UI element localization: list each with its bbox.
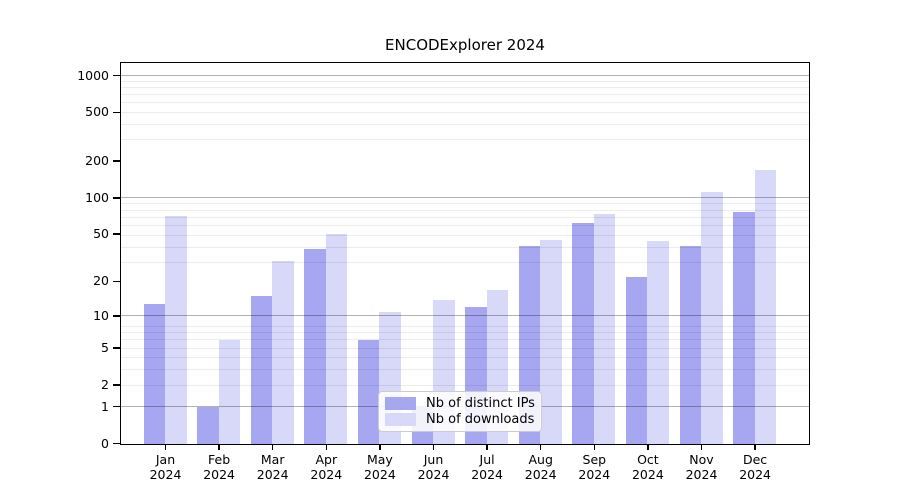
bar-nb-of-distinct-ips-may bbox=[357, 340, 380, 444]
gridline-minor-3 bbox=[121, 369, 809, 371]
legend-swatch-distinct-ips bbox=[385, 396, 416, 410]
x-tick-label-may: May 2024 bbox=[363, 452, 396, 482]
legend-label-distinct-ips: Nb of distinct IPs bbox=[426, 395, 535, 411]
gridline-minor-899 bbox=[121, 80, 809, 82]
y-tick-mark-5 bbox=[113, 347, 120, 349]
y-tick-label-100: 100 bbox=[85, 189, 109, 205]
bar-nb-of-distinct-ips-sep bbox=[572, 223, 594, 444]
y-tick-mark-100 bbox=[113, 197, 120, 199]
bar-nb-of-distinct-ips-apr bbox=[304, 248, 326, 444]
y-tick-mark-50 bbox=[113, 233, 120, 235]
gridline-minor-599 bbox=[121, 102, 809, 104]
bar-nb-of-downloads-oct bbox=[647, 241, 669, 444]
gridline-minor-39 bbox=[121, 246, 809, 248]
bar-nb-of-downloads-nov bbox=[701, 192, 723, 444]
x-tick-label-jun: Jun 2024 bbox=[417, 452, 450, 482]
x-tick-mark-dec bbox=[754, 445, 756, 450]
gridline-minor-499 bbox=[121, 112, 809, 114]
x-tick-mark-may bbox=[379, 445, 381, 450]
y-tick-label-2: 2 bbox=[101, 377, 109, 392]
gridline-minor-59 bbox=[121, 224, 809, 226]
x-tick-mark-jan bbox=[164, 445, 167, 450]
y-tick-mark-2 bbox=[113, 384, 120, 386]
plot-area: Nb of distinct IPs Nb of downloads bbox=[120, 62, 810, 445]
bar-nb-of-downloads-jan bbox=[165, 216, 187, 444]
legend-swatch-downloads bbox=[385, 413, 416, 427]
x-tick-label-jul: Jul 2024 bbox=[471, 452, 503, 482]
y-tick-label-10: 10 bbox=[93, 307, 109, 323]
y-tick-mark-500 bbox=[113, 111, 120, 114]
legend: Nb of distinct IPs Nb of downloads bbox=[378, 391, 542, 432]
bar-nb-of-downloads-apr bbox=[325, 233, 348, 444]
gridline-major-100 bbox=[121, 197, 809, 199]
bar-nb-of-downloads-aug bbox=[540, 240, 562, 444]
x-tick-mark-feb bbox=[218, 445, 220, 450]
gridline-minor-799 bbox=[121, 87, 809, 89]
x-tick-label-sep: Sep 2024 bbox=[578, 452, 611, 482]
x-tick-label-feb: Feb 2024 bbox=[203, 452, 235, 482]
x-tick-mark-nov bbox=[700, 445, 703, 450]
gridline-minor-69 bbox=[121, 216, 809, 218]
legend-label-downloads: Nb of downloads bbox=[426, 412, 535, 428]
x-tick-mark-oct bbox=[647, 445, 649, 450]
y-tick-label-50: 50 bbox=[93, 226, 109, 242]
x-tick-mark-sep bbox=[593, 445, 596, 450]
gridline-minor-7 bbox=[121, 332, 809, 334]
y-tick-label-500: 500 bbox=[85, 104, 109, 120]
gridline-minor-8 bbox=[121, 326, 809, 327]
gridline-major-10 bbox=[121, 315, 809, 317]
legend-item-downloads: Nb of downloads bbox=[385, 412, 535, 427]
gridline-minor-79 bbox=[121, 209, 809, 211]
y-tick-mark-10 bbox=[113, 315, 120, 317]
y-tick-mark-1000 bbox=[113, 74, 120, 77]
grid-layer bbox=[121, 63, 809, 444]
bar-nb-of-downloads-mar bbox=[272, 261, 294, 444]
gridline-minor-29 bbox=[121, 261, 809, 263]
x-tick-label-jan: Jan 2024 bbox=[149, 452, 182, 482]
bar-nb-of-distinct-ips-dec bbox=[733, 212, 755, 444]
bar-nb-of-downloads-sep bbox=[593, 214, 616, 444]
x-tick-mark-aug bbox=[539, 445, 542, 450]
gridline-minor-4 bbox=[121, 357, 809, 359]
y-tick-label-1: 1 bbox=[101, 398, 109, 414]
bar-nb-of-distinct-ips-oct bbox=[625, 277, 648, 444]
x-tick-mark-mar bbox=[271, 445, 274, 450]
gridline-minor-2 bbox=[121, 384, 809, 386]
x-tick-label-oct: Oct 2024 bbox=[631, 452, 664, 482]
x-tick-mark-jul bbox=[486, 445, 488, 450]
gridline-minor-6 bbox=[121, 339, 809, 341]
x-tick-mark-jun bbox=[432, 445, 435, 450]
x-tick-label-apr: Apr 2024 bbox=[310, 452, 343, 482]
gridline-minor-399 bbox=[121, 123, 809, 125]
bar-nb-of-distinct-ips-feb bbox=[197, 407, 219, 444]
bar-nb-of-distinct-ips-mar bbox=[250, 296, 273, 444]
x-tick-label-nov: Nov 2024 bbox=[685, 452, 718, 482]
gridline-minor-89 bbox=[121, 203, 809, 205]
x-tick-mark-apr bbox=[325, 445, 328, 450]
x-tick-label-mar: Mar 2024 bbox=[256, 452, 289, 482]
legend-item-distinct-ips: Nb of distinct IPs bbox=[385, 396, 535, 411]
x-tick-label-aug: Aug 2024 bbox=[524, 452, 557, 482]
y-tick-label-20: 20 bbox=[93, 273, 109, 289]
y-tick-label-1000: 1000 bbox=[77, 67, 109, 83]
y-tick-mark-1 bbox=[113, 405, 120, 408]
gridline-minor-699 bbox=[121, 94, 809, 96]
bar-nb-of-downloads-dec bbox=[754, 170, 777, 444]
bar-nb-of-distinct-ips-jan bbox=[143, 303, 165, 444]
y-tick-label-0: 0 bbox=[101, 435, 109, 451]
gridline-minor-5 bbox=[121, 347, 809, 349]
y-tick-mark-0 bbox=[113, 442, 120, 445]
y-tick-mark-200 bbox=[113, 160, 120, 162]
gridline-minor-299 bbox=[121, 139, 809, 141]
y-tick-label-200: 200 bbox=[85, 153, 109, 169]
gridline-minor-49 bbox=[121, 234, 809, 236]
y-tick-label-5: 5 bbox=[101, 340, 109, 356]
x-tick-label-dec: Dec 2024 bbox=[739, 452, 771, 482]
chart-title: ENCODExplorer 2024 bbox=[385, 36, 545, 54]
gridline-major-1000 bbox=[121, 75, 809, 77]
y-tick-mark-20 bbox=[113, 280, 120, 283]
bar-nb-of-distinct-ips-nov bbox=[679, 246, 701, 444]
bar-nb-of-downloads-feb bbox=[218, 340, 241, 444]
